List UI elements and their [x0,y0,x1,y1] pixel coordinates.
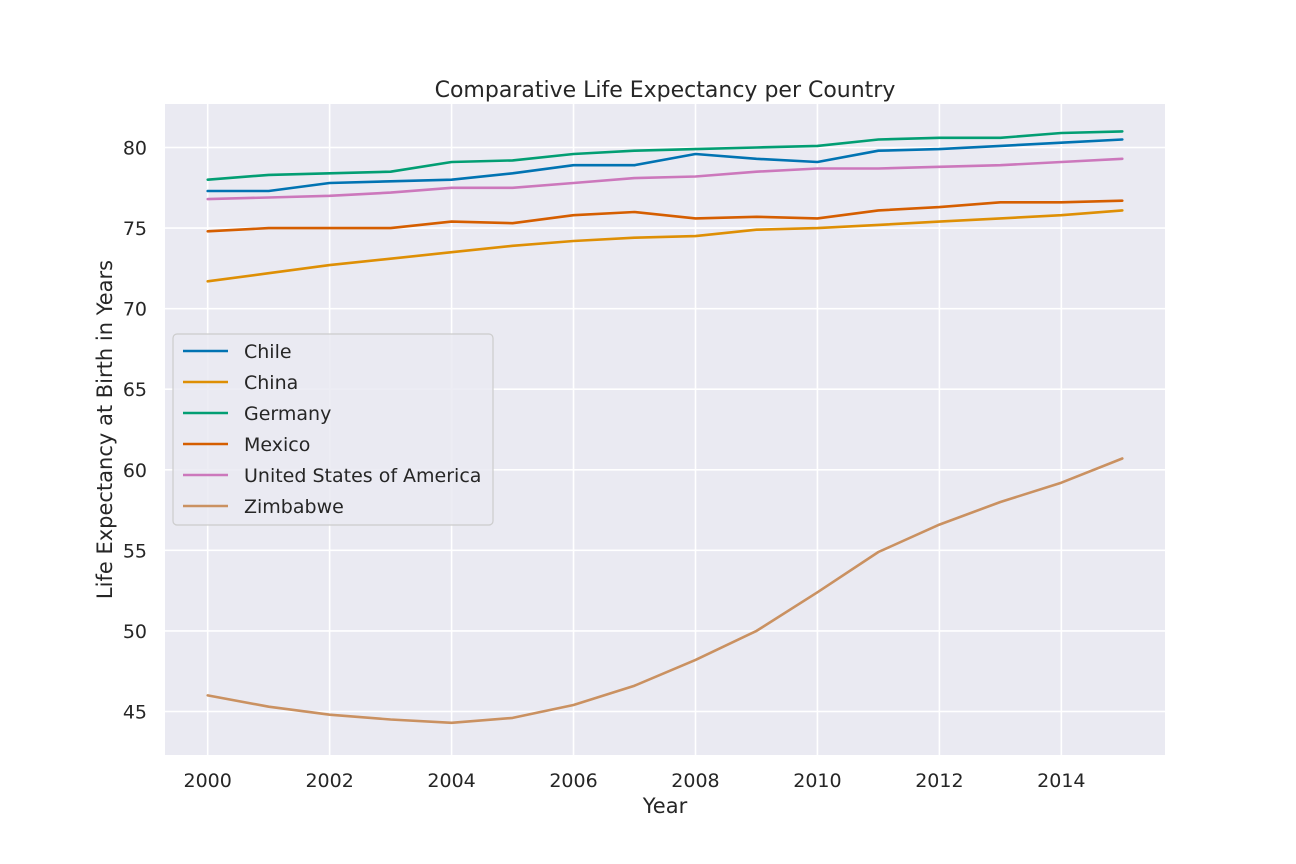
x-tick-labels: 2000 2002 2004 2006 2008 2010 2012 2014 [184,770,1086,792]
x-tick-label: 2014 [1037,770,1085,792]
chart-title: Comparative Life Expectancy per Country [435,78,896,103]
series-line-germany [206,130,1124,181]
y-tick-label: 70 [123,299,147,321]
legend-label: Mexico [244,434,310,456]
series-line-mexico [206,199,1124,233]
x-tick-label: 2000 [184,770,232,792]
legend-label: China [244,372,298,394]
legend-item: China [183,372,298,394]
legend-item: Chile [183,341,292,363]
x-tick-label: 2012 [915,770,963,792]
y-tick-label: 80 [123,138,147,160]
x-tick-label: 2004 [427,770,475,792]
y-tick-label: 45 [123,701,147,723]
grid-lines [165,104,1165,755]
y-tick-label: 65 [123,379,147,401]
x-tick-label: 2002 [305,770,353,792]
legend-frame [172,333,494,526]
legend: Chile China Germany Mexico United States of … [172,333,494,526]
legend-label: Germany [244,403,331,425]
legend-item: Mexico [183,434,310,456]
series-line-chile [206,138,1124,193]
x-tick-label: 2010 [793,770,841,792]
series-line-china [206,209,1124,283]
series-lines [206,130,1124,725]
legend-item: Zimbabwe [183,496,344,518]
series-line-zimbabwe [206,457,1124,725]
legend-label: United States of America [244,465,481,487]
y-tick-label: 75 [123,218,147,240]
y-tick-labels: 45 50 55 60 65 70 75 80 [123,138,147,724]
y-tick-label: 50 [123,621,147,643]
y-axis-label: Life Expectancy at Birth in Years [93,260,117,599]
x-axis-label: Year [642,794,688,818]
legend-label: Chile [244,341,292,363]
series-line-united-states-of-america [206,157,1124,201]
x-tick-label: 2008 [671,770,719,792]
legend-label: Zimbabwe [244,496,344,518]
legend-item: United States of America [183,465,481,487]
y-tick-label: 55 [123,540,147,562]
x-tick-label: 2006 [549,770,597,792]
legend-item: Germany [183,403,331,425]
y-tick-label: 60 [123,460,147,482]
